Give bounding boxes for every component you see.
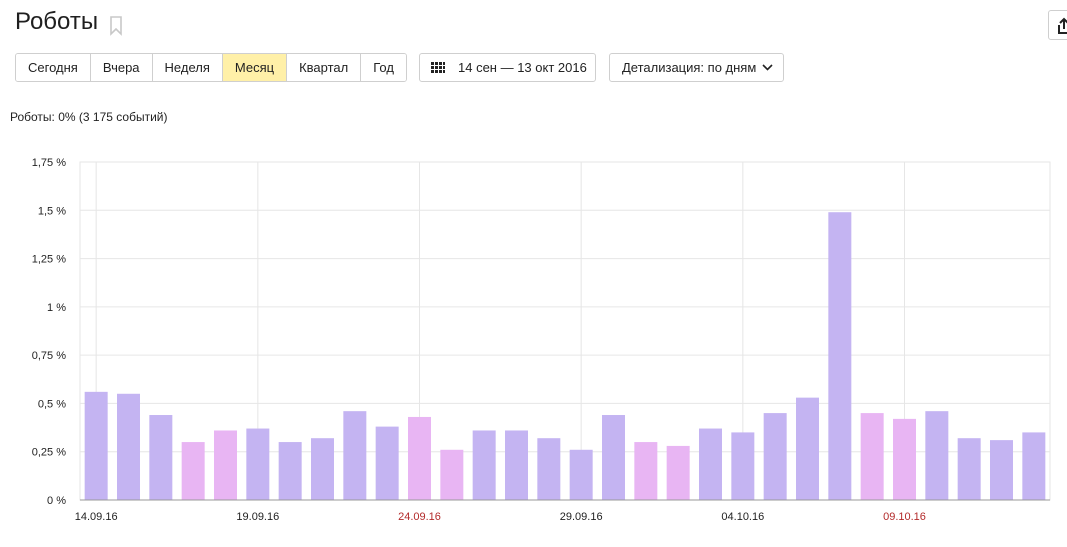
bar bbox=[925, 411, 949, 500]
y-tick-label: 0,75 % bbox=[32, 350, 66, 362]
detail-select-label: Детализация: по дням bbox=[622, 60, 757, 75]
bar bbox=[893, 418, 916, 500]
bar bbox=[990, 440, 1013, 500]
bar bbox=[214, 430, 237, 500]
x-tick-label: 24.09.16 bbox=[398, 511, 441, 523]
bar bbox=[602, 415, 625, 500]
period-button-yesterday[interactable]: Вчера bbox=[90, 54, 153, 81]
bar bbox=[569, 449, 593, 500]
bar bbox=[731, 432, 755, 500]
bar bbox=[957, 438, 981, 500]
page-title: Роботы bbox=[15, 8, 99, 35]
bar bbox=[117, 393, 140, 500]
bar bbox=[1022, 432, 1046, 500]
bar bbox=[796, 397, 819, 500]
date-range-label: 14 сен — 13 окт 2016 bbox=[458, 60, 587, 75]
bar bbox=[699, 428, 722, 500]
bar bbox=[181, 442, 205, 500]
bar bbox=[440, 449, 464, 500]
bar bbox=[408, 416, 431, 500]
period-selector: Сегодня Вчера Неделя Месяц Квартал Год bbox=[15, 53, 407, 82]
summary-text: Роботы: 0% (3 175 событий) bbox=[10, 110, 168, 124]
bar bbox=[375, 426, 399, 500]
bar bbox=[278, 442, 302, 500]
bar bbox=[84, 391, 108, 500]
period-button-month[interactable]: Месяц bbox=[222, 54, 288, 81]
bar bbox=[246, 428, 270, 500]
x-tick-label: 09.10.16 bbox=[883, 511, 926, 523]
y-tick-label: 1,25 % bbox=[32, 254, 66, 266]
bar bbox=[149, 415, 173, 500]
export-button[interactable] bbox=[1048, 10, 1067, 40]
x-tick-label: 29.09.16 bbox=[560, 511, 603, 523]
bar bbox=[505, 430, 528, 500]
bar bbox=[311, 438, 334, 500]
x-tick-label: 14.09.16 bbox=[75, 511, 118, 523]
x-tick-label: 19.09.16 bbox=[236, 511, 279, 523]
period-button-week[interactable]: Неделя bbox=[152, 54, 223, 81]
bar bbox=[634, 442, 658, 500]
y-tick-label: 1,75 % bbox=[32, 157, 66, 169]
bar bbox=[537, 438, 561, 500]
bookmark-icon[interactable] bbox=[109, 16, 123, 36]
y-tick-label: 0,25 % bbox=[32, 447, 66, 459]
y-tick-label: 0,5 % bbox=[38, 398, 66, 410]
calendar-icon bbox=[431, 62, 445, 73]
bar bbox=[666, 445, 690, 500]
bar bbox=[472, 430, 496, 500]
bar bbox=[763, 413, 787, 500]
period-button-quarter[interactable]: Квартал bbox=[287, 54, 362, 81]
x-tick-label: 04.10.16 bbox=[721, 511, 764, 523]
y-tick-label: 1,5 % bbox=[38, 205, 66, 217]
date-range-button[interactable]: 14 сен — 13 окт 2016 bbox=[419, 53, 596, 82]
y-tick-label: 1 % bbox=[47, 302, 66, 314]
detail-select[interactable]: Детализация: по дням bbox=[609, 53, 784, 82]
y-tick-label: 0 % bbox=[47, 495, 66, 507]
bar bbox=[860, 413, 884, 500]
chevron-down-icon bbox=[762, 64, 773, 71]
period-button-year[interactable]: Год bbox=[361, 54, 406, 81]
bar bbox=[828, 212, 852, 500]
period-button-today[interactable]: Сегодня bbox=[16, 54, 91, 81]
bar bbox=[343, 411, 367, 500]
